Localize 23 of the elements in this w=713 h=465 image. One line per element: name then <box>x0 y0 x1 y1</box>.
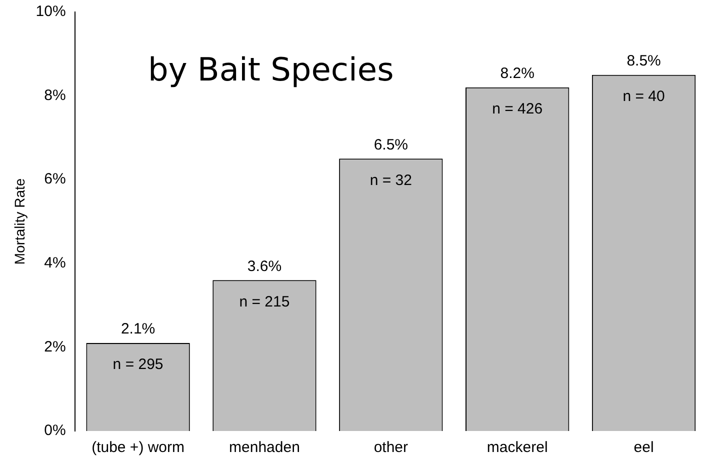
y-tick-label: 2% <box>44 338 66 356</box>
annotation: n = 32 <box>370 172 412 189</box>
annotation: n = 295 <box>112 356 164 374</box>
x-tick-label: mackerel <box>486 439 548 456</box>
annotation: n = 426 <box>492 100 543 118</box>
y-tick-label: 10% <box>36 3 66 20</box>
y-tick-label: 4% <box>44 254 66 272</box>
text: by Bait Species <box>148 50 394 88</box>
y-tick-label: 8% <box>44 86 66 104</box>
y-tick-label: 0% <box>44 422 66 440</box>
x-tick-label: other <box>374 439 408 456</box>
data-label: 2.1% <box>120 320 156 338</box>
annotation: n = 40 <box>622 88 665 105</box>
y-axis-title: Mortality Rate <box>11 178 28 265</box>
data-label: 3.6% <box>247 258 282 275</box>
x-tick-label: eel <box>634 439 654 456</box>
data-label: 8.2% <box>500 65 534 82</box>
y-tick-label: 6% <box>44 170 66 188</box>
annotation: n = 215 <box>239 293 290 310</box>
x-tick-label: menhaden <box>229 439 300 456</box>
data-label: 6.5% <box>374 136 408 154</box>
data-label: 8.5% <box>626 52 661 70</box>
x-tick-label: (tube +) worm <box>92 439 185 456</box>
